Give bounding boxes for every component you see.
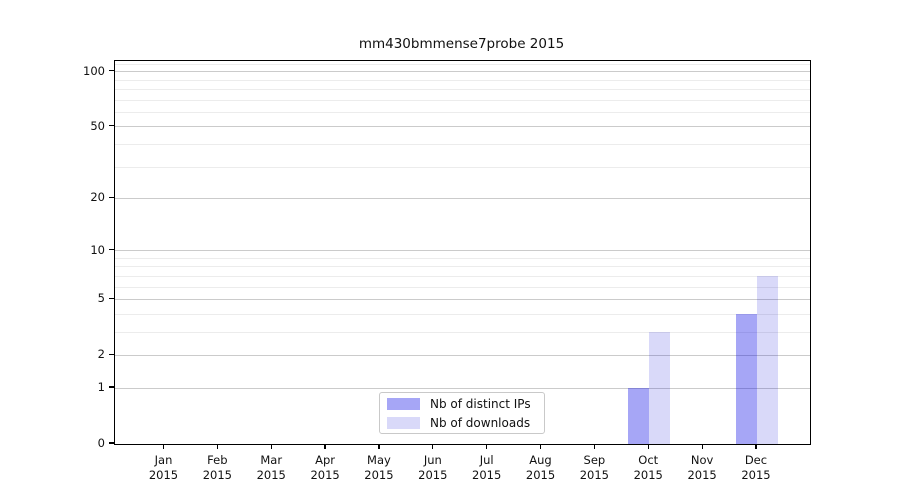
minor-gridline — [115, 266, 810, 268]
x-tick-label-mar: Mar 2015 — [256, 453, 286, 482]
minor-gridline — [115, 313, 810, 315]
legend-item-downloads: Nb of downloads — [380, 416, 544, 430]
minor-gridline — [115, 257, 810, 259]
bar-downloads-dec — [756, 276, 778, 444]
major-gridline — [115, 387, 810, 389]
x-tick-mark — [216, 444, 218, 449]
minor-gridline — [115, 111, 810, 113]
x-tick-label-oct: Oct 2015 — [633, 453, 663, 482]
x-tick-mark — [593, 444, 595, 449]
minor-gridline — [115, 63, 810, 65]
y-tick-mark — [109, 196, 114, 199]
legend-label-downloads: Nb of downloads — [430, 415, 531, 430]
y-tick-label: 0 — [97, 436, 105, 450]
plot-area — [114, 60, 811, 445]
x-tick-mark — [324, 444, 326, 449]
x-tick-mark — [701, 444, 703, 449]
major-gridline — [115, 126, 810, 128]
x-tick-label-apr: Apr 2015 — [310, 453, 340, 482]
minor-gridline — [115, 286, 810, 288]
x-tick-mark — [432, 444, 434, 449]
legend: Nb of distinct IPs Nb of downloads — [379, 392, 545, 434]
y-tick-mark — [109, 125, 114, 127]
major-gridline — [115, 354, 810, 356]
minor-gridline — [115, 79, 810, 81]
legend-swatch-distinct-ips — [387, 397, 420, 410]
x-tick-label-jun: Jun 2015 — [418, 453, 448, 482]
x-tick-mark — [755, 444, 757, 449]
legend-swatch-downloads — [387, 416, 420, 429]
legend-item-distinct-ips: Nb of distinct IPs — [380, 397, 544, 411]
x-tick-mark — [270, 444, 272, 449]
y-tick-mark — [109, 442, 114, 444]
x-tick-label-jan: Jan 2015 — [148, 453, 179, 482]
x-tick-label-dec: Dec 2015 — [741, 453, 771, 482]
major-gridline — [115, 298, 810, 300]
x-tick-mark — [647, 444, 649, 449]
x-tick-label-nov: Nov 2015 — [687, 453, 717, 482]
minor-gridline — [115, 275, 810, 277]
y-tick-label: 100 — [83, 63, 105, 78]
minor-gridline — [115, 144, 810, 145]
y-tick-label: 50 — [90, 118, 105, 133]
y-tick-mark — [109, 70, 114, 72]
x-tick-mark — [486, 444, 488, 449]
major-gridline — [115, 71, 810, 73]
y-tick-mark — [109, 386, 114, 388]
x-tick-label-feb: Feb 2015 — [202, 453, 232, 482]
y-tick-label: 2 — [97, 347, 105, 362]
chart-title: mm430bmmense7probe 2015 — [358, 36, 565, 52]
x-tick-mark — [539, 444, 542, 449]
major-gridline — [115, 197, 810, 199]
x-tick-label-sep: Sep 2015 — [579, 453, 610, 482]
bar-distinct-ips-dec — [735, 314, 757, 444]
y-tick-label: 10 — [90, 242, 105, 257]
bar-distinct-ips-oct — [628, 388, 650, 444]
y-tick-mark — [109, 249, 114, 251]
y-tick-label: 1 — [97, 380, 105, 395]
y-tick-label: 20 — [90, 190, 105, 205]
x-tick-label-may: May 2015 — [364, 453, 394, 482]
y-tick-mark — [109, 297, 114, 300]
x-tick-label-jul: Jul 2015 — [472, 453, 502, 482]
y-tick-label: 5 — [97, 291, 105, 306]
y-tick-mark — [109, 353, 114, 355]
legend-label-distinct-ips: Nb of distinct IPs — [430, 396, 531, 411]
bar-downloads-oct — [649, 332, 671, 444]
minor-gridline — [115, 89, 810, 91]
x-tick-mark — [378, 444, 380, 449]
major-gridline — [115, 250, 810, 252]
minor-gridline — [115, 331, 810, 333]
x-tick-mark — [162, 444, 165, 449]
minor-gridline — [115, 166, 810, 168]
minor-gridline — [115, 99, 810, 101]
x-tick-label-aug: Aug 2015 — [525, 453, 556, 482]
